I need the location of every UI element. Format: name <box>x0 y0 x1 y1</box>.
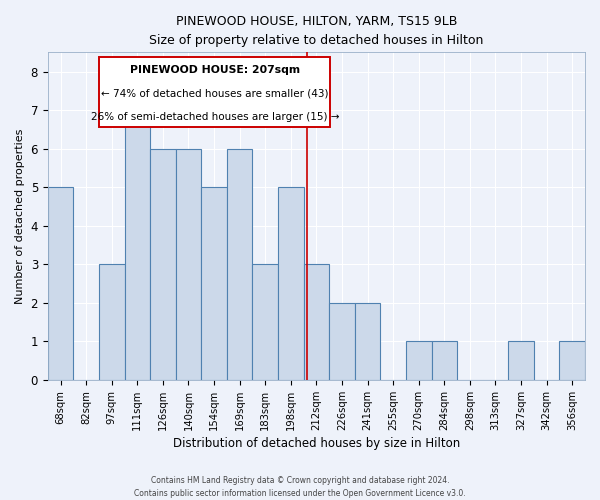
Bar <box>355 303 380 380</box>
Bar <box>406 342 431 380</box>
Title: PINEWOOD HOUSE, HILTON, YARM, TS15 9LB
Size of property relative to detached hou: PINEWOOD HOUSE, HILTON, YARM, TS15 9LB S… <box>149 15 484 47</box>
Bar <box>227 148 253 380</box>
X-axis label: Distribution of detached houses by size in Hilton: Distribution of detached houses by size … <box>173 437 460 450</box>
Bar <box>431 342 457 380</box>
Bar <box>304 264 329 380</box>
Bar <box>329 303 355 380</box>
Bar <box>99 264 125 380</box>
Bar <box>508 342 534 380</box>
Bar <box>176 148 201 380</box>
Text: Contains HM Land Registry data © Crown copyright and database right 2024.
Contai: Contains HM Land Registry data © Crown c… <box>134 476 466 498</box>
FancyBboxPatch shape <box>100 57 331 128</box>
Text: PINEWOOD HOUSE: 207sqm: PINEWOOD HOUSE: 207sqm <box>130 66 300 76</box>
Text: ← 74% of detached houses are smaller (43): ← 74% of detached houses are smaller (43… <box>101 88 329 99</box>
Text: 26% of semi-detached houses are larger (15) →: 26% of semi-detached houses are larger (… <box>91 112 339 122</box>
Bar <box>48 187 73 380</box>
Bar <box>253 264 278 380</box>
Bar <box>150 148 176 380</box>
Bar <box>125 110 150 380</box>
Bar <box>559 342 585 380</box>
Bar <box>278 187 304 380</box>
Y-axis label: Number of detached properties: Number of detached properties <box>15 128 25 304</box>
Bar <box>201 187 227 380</box>
